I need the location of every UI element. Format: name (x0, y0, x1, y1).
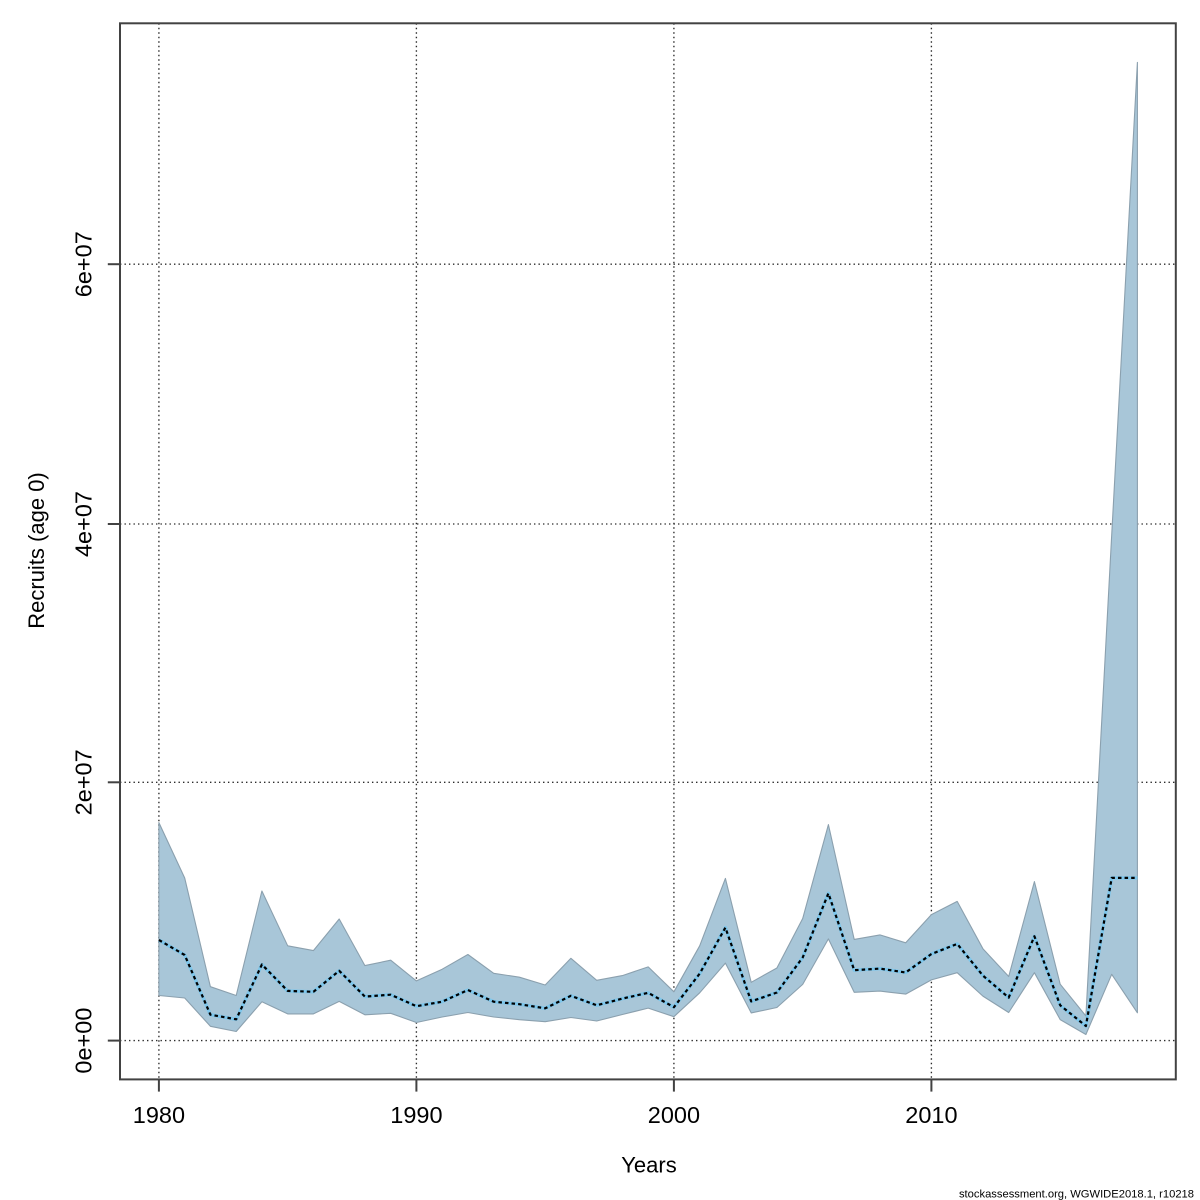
svg-text:1980: 1980 (133, 1102, 185, 1128)
svg-text:4e+07: 4e+07 (71, 491, 97, 557)
svg-text:2e+07: 2e+07 (71, 749, 97, 815)
svg-text:1990: 1990 (390, 1102, 442, 1128)
svg-text:Recruits (age 0): Recruits (age 0) (24, 472, 49, 629)
svg-text:2010: 2010 (905, 1102, 957, 1128)
svg-text:Years: Years (621, 1153, 676, 1178)
svg-text:0e+00: 0e+00 (71, 1008, 97, 1074)
svg-text:2000: 2000 (648, 1102, 700, 1128)
svg-text:stockassessment.org, WGWIDE201: stockassessment.org, WGWIDE2018.1, r1021… (959, 1189, 1194, 1200)
svg-text:6e+07: 6e+07 (71, 231, 97, 297)
